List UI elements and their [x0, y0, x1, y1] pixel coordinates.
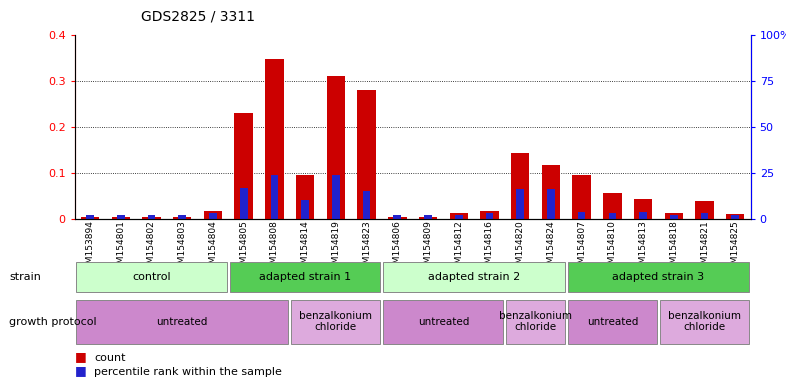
Text: benzalkonium
chloride: benzalkonium chloride [299, 311, 373, 333]
Bar [450, 213, 468, 219]
Bar [639, 212, 647, 219]
Text: benzalkonium
chloride: benzalkonium chloride [499, 311, 572, 333]
Bar [86, 215, 94, 219]
Text: adapted strain 3: adapted strain 3 [612, 272, 704, 283]
Bar [265, 58, 284, 219]
Text: control: control [132, 272, 171, 283]
FancyBboxPatch shape [384, 262, 564, 293]
Bar [234, 113, 253, 219]
Bar [634, 199, 652, 219]
Bar [209, 214, 217, 219]
Text: untreated: untreated [586, 316, 638, 327]
Bar [388, 217, 406, 219]
Bar [178, 215, 186, 219]
Bar [394, 215, 401, 219]
Bar [547, 189, 555, 219]
Bar [362, 191, 370, 219]
Bar [301, 200, 309, 219]
Bar [327, 76, 345, 219]
Text: percentile rank within the sample: percentile rank within the sample [94, 367, 282, 377]
FancyBboxPatch shape [506, 300, 564, 344]
Text: adapted strain 2: adapted strain 2 [428, 272, 520, 283]
Bar [700, 214, 708, 219]
Bar [732, 215, 739, 219]
Bar [603, 193, 622, 219]
Bar [578, 212, 586, 219]
Bar [480, 210, 498, 219]
Bar [670, 215, 678, 219]
Bar [424, 215, 432, 219]
Bar [296, 175, 314, 219]
Text: ■: ■ [75, 364, 86, 377]
Bar [455, 215, 463, 219]
Text: benzalkonium
chloride: benzalkonium chloride [668, 311, 741, 333]
Bar [726, 214, 744, 219]
FancyBboxPatch shape [567, 300, 657, 344]
Bar [148, 215, 156, 219]
Bar [270, 175, 278, 219]
Bar [81, 217, 99, 219]
Bar [358, 90, 376, 219]
Text: count: count [94, 353, 126, 363]
FancyBboxPatch shape [230, 262, 380, 293]
FancyBboxPatch shape [384, 300, 503, 344]
Bar [665, 213, 683, 219]
Bar [112, 217, 130, 219]
Text: adapted strain 1: adapted strain 1 [259, 272, 351, 283]
Bar [204, 210, 222, 219]
Bar [608, 214, 616, 219]
FancyBboxPatch shape [660, 300, 749, 344]
Bar [173, 217, 192, 219]
Bar [516, 189, 524, 219]
Bar [117, 215, 125, 219]
Text: growth protocol: growth protocol [9, 316, 97, 327]
Bar [332, 175, 340, 219]
Text: strain: strain [9, 272, 42, 283]
Bar [542, 165, 560, 219]
Text: ■: ■ [75, 350, 86, 363]
Bar [572, 175, 591, 219]
FancyBboxPatch shape [567, 262, 749, 293]
Text: untreated: untreated [156, 316, 208, 327]
Bar [240, 187, 248, 219]
FancyBboxPatch shape [76, 262, 227, 293]
Bar [511, 153, 530, 219]
Text: GDS2825 / 3311: GDS2825 / 3311 [141, 10, 255, 23]
Bar [419, 217, 437, 219]
Text: untreated: untreated [417, 316, 469, 327]
Bar [696, 201, 714, 219]
Bar [486, 214, 494, 219]
FancyBboxPatch shape [292, 300, 380, 344]
Bar [142, 217, 160, 219]
FancyBboxPatch shape [76, 300, 288, 344]
